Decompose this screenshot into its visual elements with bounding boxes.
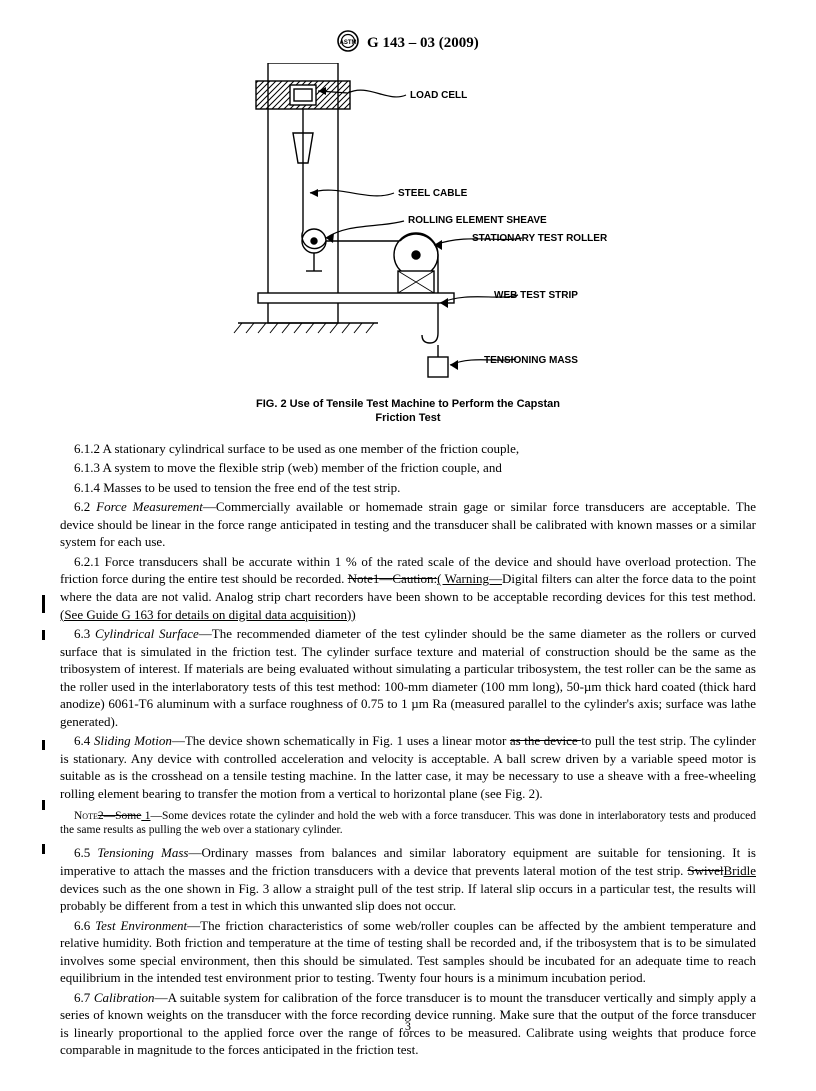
- label-web-strip: WEB TEST STRIP: [494, 290, 578, 301]
- figure-2: LOAD CELL STEEL CABLE ROLLING ELEMENT SH…: [60, 63, 756, 426]
- note-2: Note2—Some 1—Some devices rotate the cyl…: [60, 809, 756, 839]
- secnum-6-4: 6.4: [74, 733, 94, 748]
- para-6-2: 6.2 Force Measurement—Commercially avail…: [60, 498, 756, 551]
- fig-caption-line1: FIG. 2 Use of Tensile Test Machine to Pe…: [256, 398, 560, 410]
- sectitle-6-5: Tensioning Mass: [97, 845, 188, 860]
- para-6-2-1: 6.2.1 Force transducers shall be accurat…: [60, 553, 756, 623]
- secbody-6-5b: devices such as the one shown in Fig. 3 …: [60, 881, 756, 914]
- change-bar: [42, 630, 45, 640]
- para-6-3: 6.3 Cylindrical Surface—The recommended …: [60, 625, 756, 730]
- designation-text: G 143 – 03 (2009): [367, 35, 479, 51]
- change-bar: [42, 595, 45, 613]
- label-stationary-roller: STATIONARY TEST ROLLER: [472, 233, 608, 244]
- para-6-6: 6.6 Test Environment—The friction charac…: [60, 917, 756, 987]
- change-bar: [42, 740, 45, 750]
- note2-body: —Some devices rotate the cylinder and ho…: [60, 810, 756, 837]
- para-6-1-2: 6.1.2 A stationary cylindrical surface t…: [60, 440, 756, 458]
- sectitle-6-3: Cylindrical Surface: [95, 626, 199, 641]
- figure-2-svg: LOAD CELL STEEL CABLE ROLLING ELEMENT SH…: [198, 63, 618, 393]
- secnum-6-2: 6.2: [74, 499, 96, 514]
- para-6-1-4: 6.1.4 Masses to be used to tension the f…: [60, 479, 756, 497]
- secnum-6-5: 6.5: [74, 845, 97, 860]
- sectitle-6-4: Sliding Motion: [94, 733, 172, 748]
- secnum-6-7: 6.7: [74, 990, 94, 1005]
- label-rolling-sheave: ROLLING ELEMENT SHEAVE: [408, 215, 547, 226]
- change-bar: [42, 844, 45, 854]
- label-steel-cable: STEEL CABLE: [398, 188, 468, 199]
- change-bar: [42, 800, 45, 810]
- p621-ins2: (See Guide G 163 for details on digital …: [60, 607, 356, 622]
- p65-strike: Swivel: [687, 863, 723, 878]
- note2-strike: 2—Some: [98, 810, 141, 822]
- p65-ins: Bridle: [724, 863, 757, 878]
- secnum-6-3: 6.3: [74, 626, 95, 641]
- note2-sc: Note: [74, 810, 98, 822]
- page-number: 3: [0, 1019, 816, 1034]
- body-text: 6.1.2 A stationary cylindrical surface t…: [60, 440, 756, 1059]
- para-6-1-3: 6.1.3 A system to move the flexible stri…: [60, 459, 756, 477]
- p64-strike: as the device: [510, 733, 581, 748]
- sectitle-6-6: Test Environment: [95, 918, 187, 933]
- p621-ins1: ( Warning—: [437, 571, 502, 586]
- label-load-cell: LOAD CELL: [410, 90, 467, 101]
- secnum-6-6: 6.6: [74, 918, 95, 933]
- page-header: ASTM G 143 – 03 (2009): [60, 30, 756, 57]
- fig-caption-line2: Friction Test: [375, 412, 440, 424]
- secbody-6-4a: —The device shown schematically in Fig. …: [172, 733, 510, 748]
- figure-2-caption: FIG. 2 Use of Tensile Test Machine to Pe…: [60, 397, 756, 426]
- svg-text:ASTM: ASTM: [340, 40, 357, 46]
- para-6-4: 6.4 Sliding Motion—The device shown sche…: [60, 732, 756, 802]
- para-6-5: 6.5 Tensioning Mass—Ordinary masses from…: [60, 844, 756, 914]
- p621-strike1: Note1—Caution:: [348, 571, 438, 586]
- label-tensioning-mass: TENSIONING MASS: [484, 355, 578, 366]
- sectitle-6-7: Calibration: [94, 990, 155, 1005]
- secbody-6-3: —The recommended diameter of the test cy…: [60, 626, 756, 729]
- sectitle-6-2: Force Measurement: [96, 499, 203, 514]
- astm-logo: ASTM: [337, 30, 359, 57]
